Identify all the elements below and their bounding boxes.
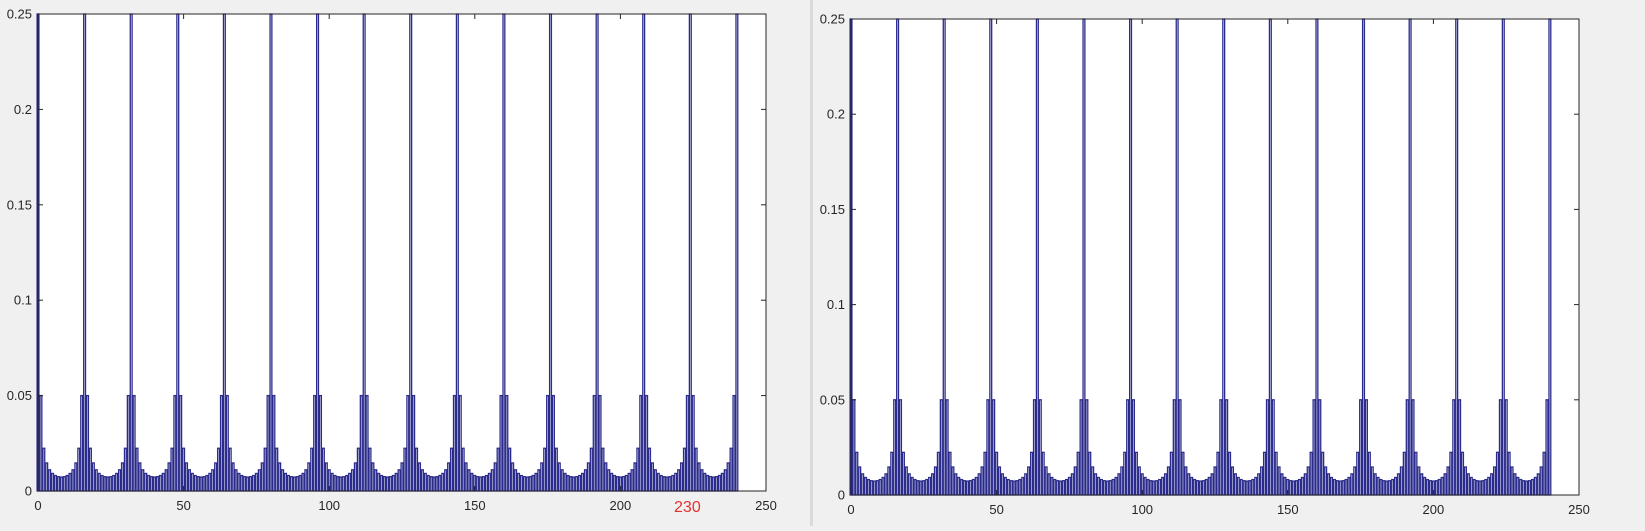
y-tick-label: 0.15 xyxy=(820,202,845,217)
chart-left: 0 50 100 150 200 250 0 0.05 0.1 0.15 0.2 0.25 230 xyxy=(7,7,777,517)
x-tick-label: 200 xyxy=(1423,502,1445,517)
y-tick-label: 0.25 xyxy=(7,7,32,22)
x-tick-label: 200 xyxy=(610,498,632,513)
axes-box xyxy=(850,18,1580,496)
y-tick-label: 0 xyxy=(838,488,845,503)
y-tick-label: 0.05 xyxy=(820,392,845,407)
x-tick-label: 50 xyxy=(176,498,190,513)
y-tick-label: 0.2 xyxy=(827,107,845,122)
x-tick-label: 100 xyxy=(318,498,340,513)
y-tick-label: 0.05 xyxy=(7,388,32,403)
axes-box xyxy=(37,13,767,492)
x-tick-label: 0 xyxy=(847,502,854,517)
x-tick-label: 50 xyxy=(989,502,1003,517)
y-tick-label: 0.1 xyxy=(827,297,845,312)
y-tick-label: 0.25 xyxy=(820,12,845,27)
chart-right: 0 50 100 150 200 250 0 0.05 0.1 0.15 0.2 0.25 xyxy=(820,12,1590,518)
y-tick-label: 0.2 xyxy=(14,102,32,117)
figure-panel-right: 0 50 100 150 200 250 0 0.05 0.1 0.15 0.2 0.25 xyxy=(813,0,1645,526)
y-tick-label: 0.1 xyxy=(14,293,32,308)
figure-panel-left: 0 50 100 150 200 250 0 0.05 0.1 0.15 0.2 0.25 230 xyxy=(0,0,810,526)
panel-divider[interactable] xyxy=(810,0,813,526)
x-tick-label: 100 xyxy=(1131,502,1153,517)
plot-area xyxy=(851,19,1579,495)
y-tick-label: 0.15 xyxy=(7,197,32,212)
x-tick-label: 150 xyxy=(1277,502,1299,517)
x-tick-label: 250 xyxy=(1568,502,1590,517)
annotation-label: 230 xyxy=(674,499,701,516)
x-tick-label: 250 xyxy=(755,498,777,513)
x-tick-label: 150 xyxy=(464,498,486,513)
plot-area xyxy=(38,14,766,491)
y-tick-label: 0 xyxy=(25,484,32,499)
x-tick-label: 0 xyxy=(34,498,41,513)
